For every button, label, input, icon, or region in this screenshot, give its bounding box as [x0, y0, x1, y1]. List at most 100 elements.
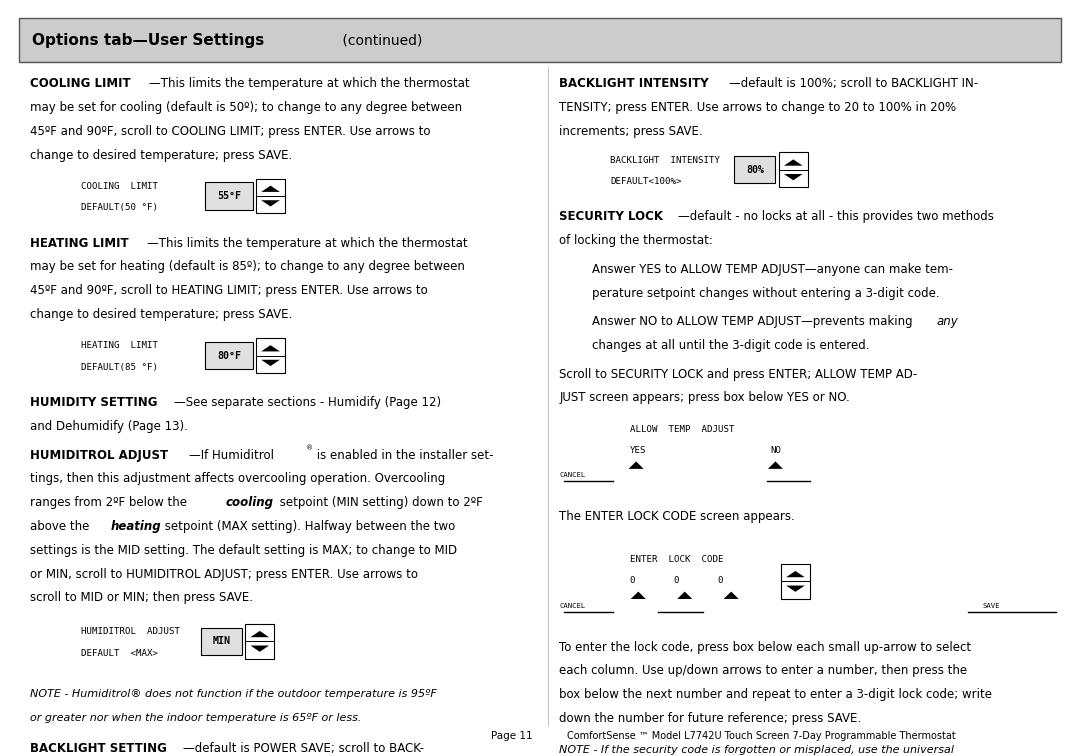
Text: may be set for heating (default is 85º); to change to any degree between: may be set for heating (default is 85º);… — [30, 261, 465, 274]
Text: ENTER  LOCK  CODE: ENTER LOCK CODE — [630, 555, 724, 564]
Text: BACKLIGHT INTENSITY: BACKLIGHT INTENSITY — [559, 77, 710, 90]
Polygon shape — [261, 360, 280, 366]
Text: NOTE - Humiditrol® does not function if the outdoor temperature is 95ºF: NOTE - Humiditrol® does not function if … — [30, 689, 437, 699]
Text: ComfortSense ™ Model L7742U Touch Screen 7-Day Programmable Thermostat: ComfortSense ™ Model L7742U Touch Screen… — [567, 731, 956, 742]
Text: DEFAULT(50 °F): DEFAULT(50 °F) — [81, 203, 158, 212]
Polygon shape — [677, 592, 692, 599]
Polygon shape — [251, 631, 269, 637]
Text: —default is 100%; scroll to BACKLIGHT IN-: —default is 100%; scroll to BACKLIGHT IN… — [729, 77, 978, 90]
Polygon shape — [261, 186, 280, 192]
Text: BACKLIGHT SETTING: BACKLIGHT SETTING — [30, 742, 167, 754]
Text: heating: heating — [110, 520, 161, 533]
Text: COOLING  LIMIT: COOLING LIMIT — [81, 182, 158, 191]
Text: DEFAULT(85 °F): DEFAULT(85 °F) — [81, 363, 158, 372]
Text: ®: ® — [306, 445, 313, 451]
FancyBboxPatch shape — [781, 564, 810, 599]
Text: DEFAULT  <MAX>: DEFAULT <MAX> — [81, 649, 158, 658]
Text: tings, then this adjustment affects overcooling operation. Overcooling: tings, then this adjustment affects over… — [30, 472, 445, 485]
Text: is enabled in the installer set-: is enabled in the installer set- — [313, 448, 494, 462]
Text: SECURITY LOCK: SECURITY LOCK — [559, 210, 663, 224]
Text: BACKLIGHT  INTENSITY: BACKLIGHT INTENSITY — [610, 156, 720, 165]
Text: settings is the MID setting. The default setting is MAX; to change to MID: settings is the MID setting. The default… — [30, 544, 457, 557]
FancyBboxPatch shape — [779, 153, 808, 187]
Polygon shape — [786, 571, 805, 578]
FancyBboxPatch shape — [201, 627, 242, 655]
Text: —default is POWER SAVE; scroll to BACK-: —default is POWER SAVE; scroll to BACK- — [183, 742, 423, 754]
FancyBboxPatch shape — [205, 182, 253, 209]
Text: 55°F: 55°F — [217, 191, 241, 201]
Polygon shape — [261, 345, 280, 352]
Text: any: any — [936, 315, 958, 328]
Text: The ENTER LOCK CODE screen appears.: The ENTER LOCK CODE screen appears. — [559, 510, 795, 522]
Text: HEATING  LIMIT: HEATING LIMIT — [81, 342, 158, 351]
FancyBboxPatch shape — [245, 624, 274, 658]
Text: 0       0       0: 0 0 0 — [630, 576, 724, 585]
Text: TENSITY; press ENTER. Use arrows to change to 20 to 100% in 20%: TENSITY; press ENTER. Use arrows to chan… — [559, 101, 957, 114]
Text: box below the next number and repeat to enter a 3-digit lock code; write: box below the next number and repeat to … — [559, 688, 993, 701]
Text: changes at all until the 3-digit code is entered.: changes at all until the 3-digit code is… — [592, 339, 869, 352]
Text: MIN: MIN — [213, 637, 230, 646]
Text: HUMIDITROL  ADJUST: HUMIDITROL ADJUST — [81, 627, 180, 637]
Polygon shape — [629, 461, 644, 469]
Text: or MIN, scroll to HUMIDITROL ADJUST; press ENTER. Use arrows to: or MIN, scroll to HUMIDITROL ADJUST; pre… — [30, 568, 418, 581]
FancyBboxPatch shape — [256, 338, 285, 373]
Text: setpoint (MAX setting). Halfway between the two: setpoint (MAX setting). Halfway between … — [161, 520, 455, 533]
Text: NO: NO — [770, 446, 781, 455]
Text: DEFAULT<100%>: DEFAULT<100%> — [610, 177, 681, 186]
Text: increments; press SAVE.: increments; press SAVE. — [559, 125, 703, 138]
Polygon shape — [786, 586, 805, 592]
Text: and Dehumidify (Page 13).: and Dehumidify (Page 13). — [30, 420, 188, 433]
Text: 45ºF and 90ºF, scroll to HEATING LIMIT; press ENTER. Use arrows to: 45ºF and 90ºF, scroll to HEATING LIMIT; … — [30, 284, 428, 297]
Text: To enter the lock code, press box below each small up-arrow to select: To enter the lock code, press box below … — [559, 640, 972, 653]
Polygon shape — [768, 461, 783, 469]
Text: ALLOW  TEMP  ADJUST: ALLOW TEMP ADJUST — [630, 425, 734, 434]
Text: change to desired temperature; press SAVE.: change to desired temperature; press SAV… — [30, 148, 293, 162]
Text: JUST screen appears; press box below YES or NO.: JUST screen appears; press box below YES… — [559, 392, 850, 404]
Text: (continued): (continued) — [338, 33, 422, 47]
Text: 45ºF and 90ºF, scroll to COOLING LIMIT; press ENTER. Use arrows to: 45ºF and 90ºF, scroll to COOLING LIMIT; … — [30, 125, 431, 138]
Polygon shape — [784, 174, 802, 180]
Text: —default - no locks at all - this provides two methods: —default - no locks at all - this provid… — [678, 210, 994, 224]
Text: ranges from 2ºF below the: ranges from 2ºF below the — [30, 496, 191, 510]
FancyBboxPatch shape — [205, 342, 253, 369]
Text: each column. Use up/down arrows to enter a number, then press the: each column. Use up/down arrows to enter… — [559, 665, 968, 677]
Text: above the: above the — [30, 520, 93, 533]
Text: 80°F: 80°F — [217, 351, 241, 361]
Text: —See separate sections - Humidify (Page 12): —See separate sections - Humidify (Page … — [174, 396, 441, 409]
Text: down the number for future reference; press SAVE.: down the number for future reference; pr… — [559, 712, 862, 725]
Text: —This limits the temperature at which the thermostat: —This limits the temperature at which th… — [147, 237, 468, 249]
Polygon shape — [261, 200, 280, 206]
Text: NOTE - If the security code is forgotten or misplaced, use the universal: NOTE - If the security code is forgotten… — [559, 745, 955, 755]
Text: HEATING LIMIT: HEATING LIMIT — [30, 237, 129, 249]
Text: Options tab—User Settings: Options tab—User Settings — [32, 33, 265, 48]
FancyBboxPatch shape — [734, 156, 775, 184]
Text: COOLING LIMIT: COOLING LIMIT — [30, 77, 131, 90]
Text: CANCEL: CANCEL — [559, 472, 585, 478]
Polygon shape — [631, 592, 646, 599]
Text: —If Humiditrol: —If Humiditrol — [189, 448, 274, 462]
Text: scroll to MID or MIN; then press SAVE.: scroll to MID or MIN; then press SAVE. — [30, 591, 253, 605]
Text: Answer NO to ALLOW TEMP ADJUST—prevents making: Answer NO to ALLOW TEMP ADJUST—prevents … — [592, 315, 916, 328]
Text: change to desired temperature; press SAVE.: change to desired temperature; press SAV… — [30, 308, 293, 321]
Text: may be set for cooling (default is 50º); to change to any degree between: may be set for cooling (default is 50º);… — [30, 101, 462, 114]
Text: 80%: 80% — [746, 165, 764, 175]
Text: perature setpoint changes without entering a 3-digit code.: perature setpoint changes without enteri… — [592, 287, 940, 299]
Text: cooling: cooling — [226, 496, 273, 510]
Text: CANCEL: CANCEL — [559, 603, 585, 609]
Polygon shape — [784, 160, 802, 166]
Text: HUMIDITY SETTING: HUMIDITY SETTING — [30, 396, 158, 409]
Text: —This limits the temperature at which the thermostat: —This limits the temperature at which th… — [149, 77, 470, 90]
Text: YES: YES — [630, 446, 646, 455]
Text: Scroll to SECURITY LOCK and press ENTER; ALLOW TEMP AD-: Scroll to SECURITY LOCK and press ENTER;… — [559, 367, 918, 380]
Text: setpoint (MIN setting) down to 2ºF: setpoint (MIN setting) down to 2ºF — [276, 496, 483, 510]
Text: Page 11: Page 11 — [491, 731, 534, 742]
Text: of locking the thermostat:: of locking the thermostat: — [559, 234, 713, 247]
Text: or greater nor when the indoor temperature is 65ºF or less.: or greater nor when the indoor temperatu… — [30, 713, 362, 723]
FancyBboxPatch shape — [256, 178, 285, 213]
Text: SAVE: SAVE — [983, 603, 1000, 609]
Polygon shape — [251, 646, 269, 652]
FancyBboxPatch shape — [19, 18, 1061, 62]
Text: Answer YES to ALLOW TEMP ADJUST—anyone can make tem-: Answer YES to ALLOW TEMP ADJUST—anyone c… — [592, 263, 953, 276]
Text: HUMIDITROL ADJUST: HUMIDITROL ADJUST — [30, 448, 168, 462]
Polygon shape — [724, 592, 739, 599]
